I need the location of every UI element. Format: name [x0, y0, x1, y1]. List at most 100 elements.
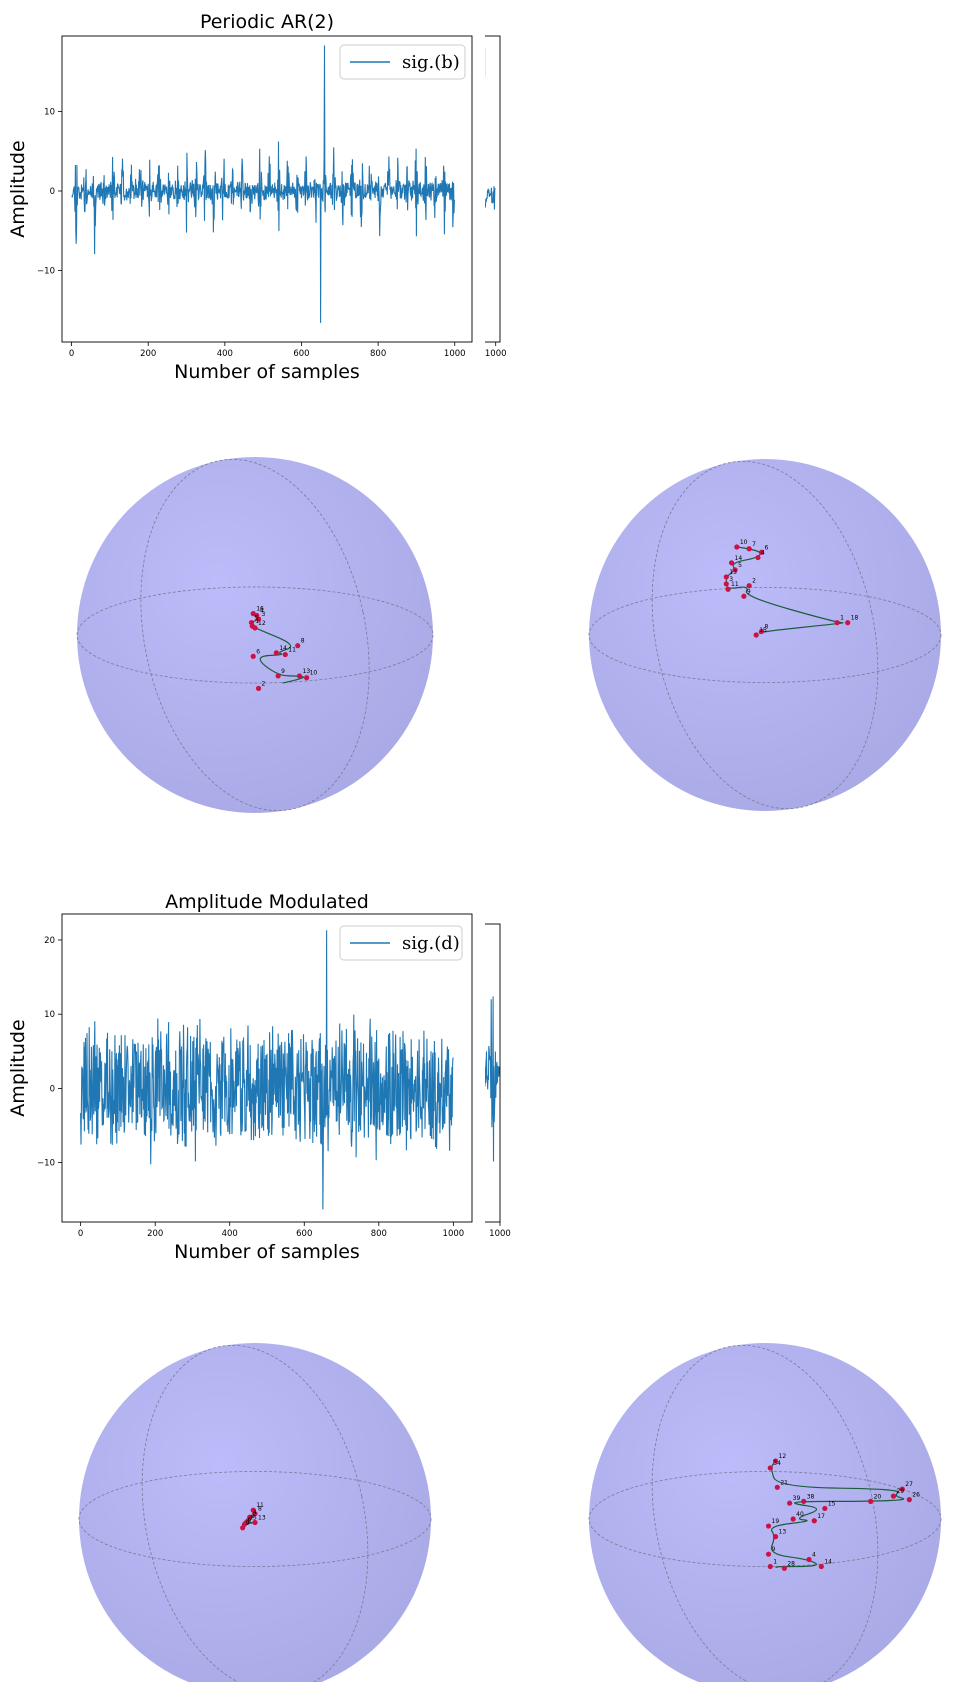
- sphere-marker: [296, 673, 303, 679]
- sphere-panel-e: 12 34 21 27 29 26 20 38 39 15 40 17 19 13 9 4 14 1 28: [485, 1300, 970, 1686]
- sphere-marker-label: 9: [772, 1546, 776, 1553]
- legend-box: [339, 925, 463, 961]
- sphere-marker: [899, 1486, 905, 1492]
- sphere-marker: [755, 554, 761, 561]
- sphere-surface: [589, 1343, 941, 1686]
- sphere-marker-label: 6: [764, 544, 768, 551]
- y-axis-label: Amplitude: [7, 1019, 29, 1116]
- x-tick-label: 200: [140, 349, 156, 359]
- y-tick-label: 0: [50, 187, 55, 197]
- y-axis-label: Amplitude: [7, 140, 29, 237]
- sphere-marker-label: 20: [874, 1493, 882, 1500]
- y-tick-label: 20: [44, 936, 55, 946]
- sphere-marker: [772, 1534, 779, 1540]
- sphere-marker-label: 1: [255, 618, 259, 625]
- sphere-marker-label: 10: [310, 670, 318, 677]
- x-tick-label: 200: [147, 1229, 163, 1239]
- sphere-marker: [767, 1465, 773, 1471]
- chart-title: Amplitude Modulated: [165, 891, 369, 913]
- x-tick-label: 400: [217, 349, 233, 359]
- signal-panel-d: Amplitude Modulated 0 200 400 600 800 1000 −10 0…: [0, 880, 485, 1263]
- chart-title: Periodic AR(2): [200, 11, 334, 33]
- sphere-marker: [732, 567, 738, 573]
- x-tick-label: 1000: [489, 1229, 511, 1239]
- sphere-marker-label: 13: [258, 1515, 266, 1522]
- sphere-panel-d: 11 8 4 2 15 13 6 9: [0, 1300, 485, 1686]
- sphere-marker-label: 1: [773, 1559, 777, 1566]
- sphere-marker-label: 40: [796, 1511, 804, 1518]
- sphere-marker: [774, 1484, 780, 1490]
- sphere-marker: [790, 1516, 796, 1522]
- signal-panel-c: Periodic AR(2)02004006008001000−40−20020…: [0, 0, 970, 383]
- sphere-marker-label: 1: [840, 615, 844, 622]
- sphere-marker: [741, 593, 747, 599]
- sphere-marker-label: 18: [851, 615, 859, 622]
- sphere-surface: [77, 457, 433, 813]
- sphere-panel-c: 10 7 6 4 14 5 13 3 11 2 9 1 18 8 15: [485, 420, 970, 820]
- sphere-marker: [252, 1519, 258, 1526]
- sphere-marker-label: 15: [759, 627, 767, 634]
- legend-box: [339, 44, 466, 80]
- sphere-marker-label: 5: [738, 562, 742, 569]
- sphere-marker-label: 19: [772, 1518, 780, 1525]
- signal-chart-d: Amplitude Modulated 0 200 400 600 800 1000 −10 0…: [7, 891, 473, 1263]
- sphere-marker: [304, 675, 310, 681]
- sphere-marker-label: 17: [817, 1513, 825, 1520]
- sphere-marker-label: 15: [249, 1515, 257, 1522]
- sphere-marker-label: 7: [752, 541, 756, 548]
- plot-frame: [54, 35, 501, 343]
- x-tick-label: 1000: [443, 1229, 465, 1239]
- sphere-marker-label: 39: [793, 1495, 801, 1502]
- x-axis-label: Number of samples: [174, 361, 360, 380]
- sphere-marker: [781, 1565, 787, 1571]
- signal-series-line: [71, 45, 455, 323]
- sphere-marker: [787, 1500, 793, 1506]
- sphere-marker-label: 13: [729, 569, 737, 576]
- sphere-marker-label: 3: [729, 576, 733, 583]
- signal-series-line: [114, 938, 501, 1212]
- signal-panel-e: Periodic AR(2)02004006008001000−1000−500…: [41, 880, 970, 1263]
- sphere-marker-label: 38: [807, 1493, 815, 1500]
- sphere-marker-label: 6: [256, 648, 260, 655]
- sphere-marker: [765, 1551, 772, 1557]
- sphere-marker-label: 8: [764, 623, 768, 630]
- sphere-marker: [240, 1525, 246, 1531]
- signal-series-line: [65, 51, 496, 327]
- sphere-marker-label: 13: [303, 668, 311, 675]
- sphere-marker-label: 13: [779, 1529, 787, 1536]
- sphere-marker-label: 34: [773, 1460, 781, 1467]
- sphere-panel-b: 16 4 3 5 1 12 8 14 11 6 9 13 10 2: [0, 420, 485, 820]
- y-tick-label: 10: [44, 1010, 55, 1020]
- sphere-marker-label: 26: [912, 1492, 920, 1499]
- sphere-meridian: [141, 1344, 369, 1686]
- sphere-marker-label: 14: [279, 645, 287, 652]
- sphere-marker-label: 4: [761, 550, 765, 557]
- sphere-marker-label: 11: [288, 647, 296, 654]
- sphere-marker-label: 4: [253, 1509, 257, 1516]
- x-tick-label: 1000: [444, 349, 466, 359]
- sphere-marker: [753, 632, 759, 638]
- sphere-marker: [801, 1498, 807, 1504]
- y-tick-label: 10: [44, 108, 55, 118]
- sphere-marker-label: 11: [256, 1502, 264, 1509]
- sphere-marker-label: 12: [779, 1453, 787, 1460]
- sphere-marker-label: 3: [262, 611, 266, 618]
- sphere-marker-label: 14: [735, 555, 743, 562]
- sphere-marker-label: 15: [828, 1500, 836, 1507]
- y-tick-label: −10: [37, 1159, 55, 1169]
- x-tick-label: 600: [293, 349, 309, 359]
- sphere-marker: [811, 1518, 817, 1524]
- sphere-marker-label: 12: [258, 620, 266, 627]
- legend-label: sig.(d): [402, 933, 460, 954]
- sphere-marker-label: 4: [260, 607, 264, 614]
- sphere-marker: [723, 574, 729, 580]
- sphere-marker: [255, 685, 262, 691]
- y-tick-label: 0: [50, 1084, 55, 1094]
- sphere-marker-label: 8: [258, 1506, 262, 1513]
- sphere-marker: [822, 1505, 828, 1512]
- sphere-marker-label: 5: [254, 615, 258, 622]
- signal-panel-b: Periodic AR(2) 0 200 400 600 800 1000 −10 0 10 Num…: [0, 0, 485, 383]
- sphere-marker: [746, 583, 752, 589]
